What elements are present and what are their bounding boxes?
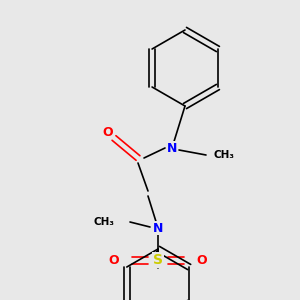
Text: CH₃: CH₃ (214, 150, 235, 160)
Text: O: O (103, 125, 113, 139)
Text: S: S (153, 253, 163, 267)
Text: CH₃: CH₃ (94, 217, 115, 227)
Text: O: O (109, 254, 119, 266)
Text: O: O (197, 254, 207, 266)
Text: N: N (153, 221, 163, 235)
Text: N: N (167, 142, 177, 154)
